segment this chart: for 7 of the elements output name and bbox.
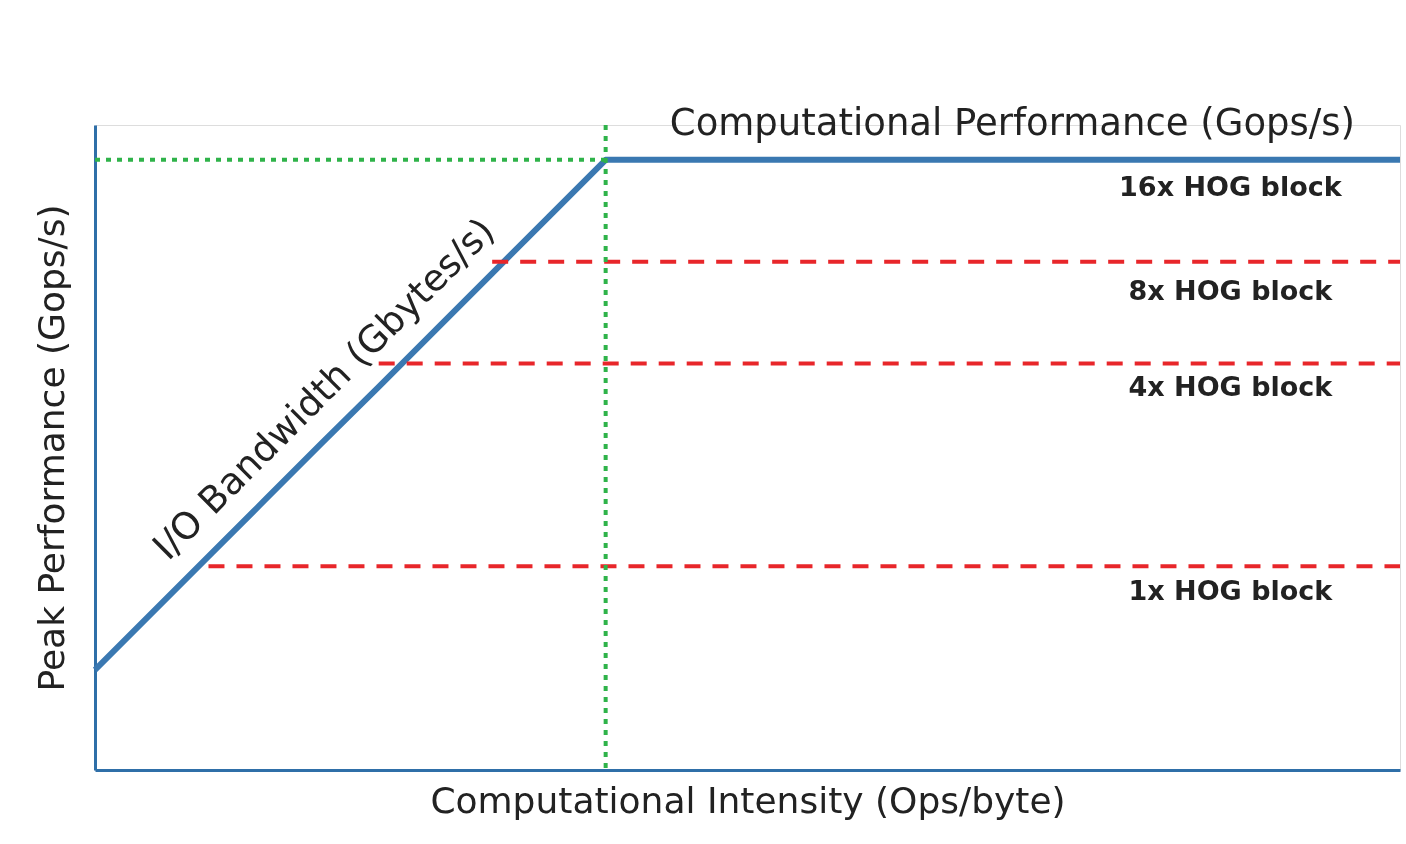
annotation: 8x HOG block <box>1128 274 1334 306</box>
annotation: Computational Performance (Gops/s) <box>669 100 1355 144</box>
annotation: 1x HOG block <box>1128 575 1334 607</box>
annotation: 4x HOG block <box>1128 370 1334 402</box>
annotation: 16x HOG block <box>1119 170 1343 202</box>
y-axis-title: Peak Performance (Gops/s) <box>30 204 72 692</box>
x-axis-title: Computational Intensity (Ops/byte) <box>430 779 1066 821</box>
